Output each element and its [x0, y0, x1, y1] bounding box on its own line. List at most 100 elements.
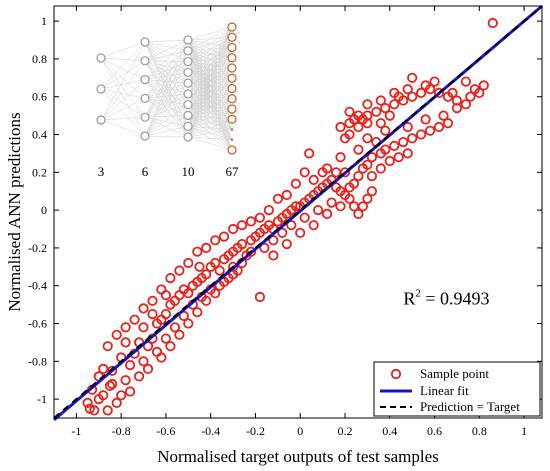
data-point: [228, 269, 239, 280]
inset-edge: [187, 26, 233, 116]
inset-node: [140, 74, 150, 85]
y-tick-label: 0.2: [32, 165, 47, 179]
data-point: [330, 167, 342, 178]
inset-edge: [144, 98, 189, 105]
data-point: [308, 220, 319, 231]
data-point: [299, 167, 310, 178]
y-axis-label: Normalised ANN predictions: [5, 112, 24, 311]
inset-edge: [187, 98, 233, 138]
data-point: [424, 125, 436, 136]
inset-layer-label: 10: [182, 164, 195, 179]
data-point: [375, 118, 386, 129]
data-point: [353, 208, 364, 219]
data-point: [380, 103, 391, 114]
inset-edge: [187, 26, 233, 127]
data-point: [165, 341, 176, 352]
r2-value: = 0.9493: [421, 289, 490, 309]
inset-edge: [187, 50, 233, 79]
data-point: [362, 133, 373, 144]
inset-ellipsis-dot: [230, 138, 234, 141]
data-point: [326, 197, 337, 208]
inset-edge: [100, 41, 146, 59]
inset-node: [227, 42, 237, 53]
inset-node: [140, 56, 150, 66]
data-point: [290, 178, 301, 189]
inset-edge: [144, 93, 189, 99]
data-point: [384, 155, 395, 167]
data-point: [165, 272, 176, 284]
data-point: [183, 318, 194, 329]
data-point: [201, 295, 212, 306]
network-inset: 3 6 10 67: [96, 22, 239, 179]
data-point: [116, 390, 127, 401]
data-point: [389, 140, 400, 151]
inset-edge: [144, 82, 189, 137]
y-tick-label: -0.2: [28, 241, 47, 255]
inset-node: [183, 132, 193, 142]
data-point: [138, 356, 149, 367]
inset-edge: [187, 61, 233, 89]
inset-edge: [144, 60, 189, 84]
inset-edge: [144, 115, 189, 137]
inset-edge: [100, 57, 146, 137]
data-point: [398, 137, 409, 148]
x-tick-label: -1: [71, 424, 81, 438]
inset-node: [183, 78, 193, 88]
inset-node: [227, 73, 237, 83]
x-axis-label: Normalised target outputs of test sample…: [157, 447, 439, 466]
inset-edge: [144, 61, 189, 118]
x-tick-label: -0.4: [201, 424, 220, 438]
data-point: [420, 80, 431, 91]
inset-node: [183, 67, 193, 77]
data-point: [259, 242, 270, 253]
inset-edge: [100, 41, 146, 90]
data-point: [371, 106, 382, 117]
fit-lines: [53, 4, 543, 422]
inset-node: [96, 84, 106, 94]
inset-edge: [187, 93, 233, 120]
data-point: [389, 87, 400, 99]
data-point: [366, 186, 377, 197]
data-point: [442, 118, 454, 129]
data-point: [201, 269, 212, 280]
data-point: [129, 314, 140, 325]
inset-node: [140, 131, 150, 141]
inset-edge: [144, 79, 189, 138]
data-point: [460, 99, 471, 110]
inset-edge: [187, 39, 233, 48]
data-point: [89, 405, 100, 416]
inset-edge: [187, 61, 233, 69]
data-point: [228, 223, 239, 235]
data-point: [415, 129, 427, 140]
data-point: [147, 308, 158, 320]
inset-edge: [100, 88, 146, 137]
data-point: [194, 261, 205, 272]
inset-edge: [100, 88, 146, 118]
data-point: [201, 242, 212, 253]
inset-edge: [144, 98, 189, 116]
data-point: [147, 295, 158, 306]
x-tick-label: -0.8: [112, 424, 131, 438]
inset-edge: [144, 98, 189, 127]
data-point: [268, 250, 279, 261]
data-point: [487, 17, 498, 29]
data-point: [160, 308, 171, 320]
inset-edge: [187, 50, 233, 58]
data-point: [321, 208, 333, 219]
inset-edge: [100, 119, 146, 137]
inset-edge: [144, 72, 189, 99]
inset-node: [140, 37, 150, 47]
inset-edge: [100, 41, 146, 121]
data-point: [478, 80, 489, 91]
y-tick-label: -1: [37, 392, 47, 406]
data-point: [82, 397, 93, 408]
inset-edge: [144, 115, 189, 118]
data-point: [192, 307, 203, 318]
inset-node: [183, 56, 193, 67]
data-point: [192, 246, 203, 257]
data-point: [111, 397, 122, 408]
data-point: [281, 239, 292, 250]
data-point: [362, 159, 373, 170]
data-point: [362, 99, 373, 110]
inset-edge: [187, 82, 233, 99]
